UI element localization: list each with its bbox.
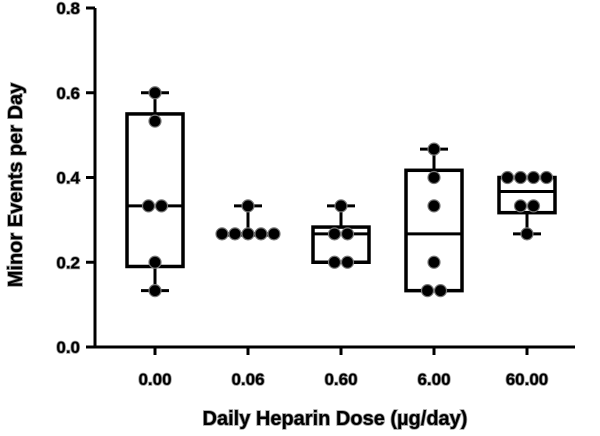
data-point [526, 170, 541, 185]
data-point [215, 227, 229, 241]
data-point [433, 284, 448, 298]
data-point [427, 199, 441, 213]
x-tick-label: 0.60 [324, 370, 357, 389]
x-tick-label: 0.00 [138, 370, 171, 389]
box [311, 225, 371, 264]
data-point [148, 255, 162, 269]
data-point [526, 199, 541, 213]
box [404, 168, 464, 293]
data-point [500, 170, 515, 185]
data-point [340, 227, 355, 241]
data-point [254, 227, 268, 241]
data-point [340, 255, 355, 269]
data-point [520, 227, 534, 241]
box-group [404, 142, 464, 298]
y-tick-label: 0.8 [56, 0, 80, 18]
data-point [327, 255, 342, 269]
x-tick-label: 60.00 [506, 370, 549, 389]
y-tick-label: 0.6 [56, 84, 80, 103]
data-point [539, 170, 554, 185]
y-tick-label: 0.4 [56, 169, 80, 188]
box-group [497, 170, 557, 241]
y-tick-label: 0.0 [56, 338, 80, 357]
data-point [427, 170, 441, 185]
box [125, 112, 185, 269]
y-axis-title: Minor Events per Day [5, 82, 27, 287]
data-point [241, 227, 255, 241]
data-point [513, 170, 528, 185]
x-tick-label: 6.00 [417, 370, 450, 389]
data-point [513, 199, 528, 213]
box-group [311, 199, 371, 269]
data-point [420, 284, 435, 298]
x-tick-label: 0.06 [231, 370, 264, 389]
y-tick-label: 0.2 [56, 253, 80, 272]
y-ticks: 0.0 0.2 0.4 0.6 0.8 [56, 0, 95, 358]
box-group [125, 86, 185, 298]
data-point [334, 199, 348, 213]
data-point [141, 199, 156, 213]
box-group [215, 199, 281, 241]
x-axis-title: Daily Heparin Dose (µg/day) [203, 408, 468, 430]
boxes [125, 86, 557, 298]
data-point [154, 199, 169, 213]
x-ticks: 0.00 0.06 0.60 6.00 60.00 [138, 347, 549, 390]
data-point [267, 227, 281, 241]
data-point [148, 284, 162, 298]
data-point [427, 255, 441, 269]
data-point [148, 114, 162, 128]
data-point [148, 86, 162, 100]
data-point [241, 199, 255, 213]
data-point [427, 142, 441, 156]
data-point [228, 227, 242, 241]
data-point [327, 227, 342, 241]
